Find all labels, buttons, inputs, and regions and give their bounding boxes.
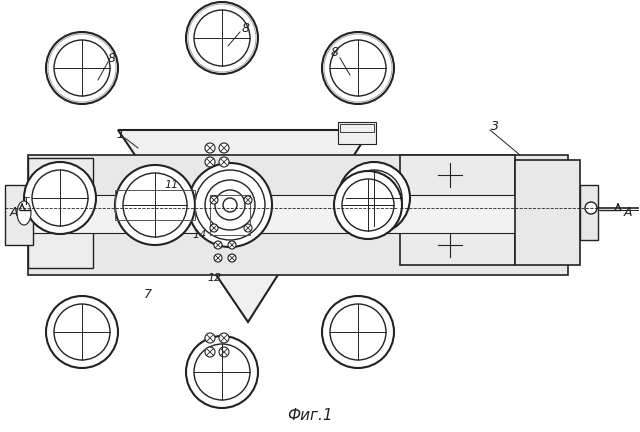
Circle shape: [219, 347, 229, 357]
Circle shape: [195, 170, 265, 240]
Ellipse shape: [17, 201, 31, 225]
Bar: [115, 190, 195, 220]
Text: 8: 8: [108, 51, 116, 64]
Circle shape: [223, 198, 237, 212]
Circle shape: [342, 179, 394, 231]
Circle shape: [210, 224, 218, 232]
Circle shape: [205, 347, 215, 357]
Circle shape: [244, 196, 252, 204]
Circle shape: [322, 32, 394, 104]
Circle shape: [205, 180, 255, 230]
Circle shape: [205, 333, 215, 343]
Bar: [580, 185, 598, 240]
Circle shape: [194, 10, 250, 66]
Circle shape: [205, 143, 215, 153]
Circle shape: [346, 170, 402, 226]
Text: 3: 3: [491, 120, 499, 133]
Bar: [28, 195, 543, 233]
Circle shape: [244, 224, 252, 232]
Circle shape: [215, 190, 245, 220]
Bar: [515, 160, 580, 265]
Circle shape: [194, 344, 250, 400]
Circle shape: [123, 173, 187, 237]
Text: 14: 14: [193, 230, 207, 240]
Circle shape: [188, 163, 272, 247]
Circle shape: [322, 296, 394, 368]
Text: 8: 8: [331, 45, 339, 58]
Text: 1: 1: [116, 127, 124, 140]
Bar: [400, 155, 515, 265]
Circle shape: [115, 165, 195, 245]
Circle shape: [186, 2, 258, 74]
Circle shape: [32, 170, 88, 226]
Circle shape: [54, 304, 110, 360]
Text: 7: 7: [144, 289, 152, 302]
Text: 8: 8: [242, 22, 250, 35]
Text: A: A: [624, 206, 632, 219]
Circle shape: [54, 40, 110, 96]
Circle shape: [585, 202, 597, 214]
Text: 11: 11: [165, 180, 179, 190]
Bar: [210, 195, 250, 235]
Circle shape: [214, 254, 222, 262]
Circle shape: [334, 171, 402, 239]
Circle shape: [46, 32, 118, 104]
Circle shape: [219, 157, 229, 167]
Circle shape: [46, 296, 118, 368]
Polygon shape: [118, 130, 370, 322]
Circle shape: [228, 241, 236, 249]
Bar: [338, 122, 376, 144]
Circle shape: [210, 196, 218, 204]
Circle shape: [205, 157, 215, 167]
Circle shape: [219, 333, 229, 343]
Circle shape: [219, 143, 229, 153]
Bar: [340, 124, 374, 132]
Bar: [5, 185, 33, 245]
Text: A: A: [10, 206, 19, 219]
Bar: [28, 155, 568, 275]
Circle shape: [330, 304, 386, 360]
Bar: [28, 158, 93, 268]
Text: Фиг.1: Фиг.1: [287, 407, 333, 422]
Circle shape: [228, 254, 236, 262]
Circle shape: [24, 162, 96, 234]
Circle shape: [330, 40, 386, 96]
Text: 12: 12: [208, 273, 222, 283]
Circle shape: [214, 241, 222, 249]
Circle shape: [186, 336, 258, 408]
Circle shape: [338, 162, 410, 234]
Text: T: T: [22, 197, 29, 207]
